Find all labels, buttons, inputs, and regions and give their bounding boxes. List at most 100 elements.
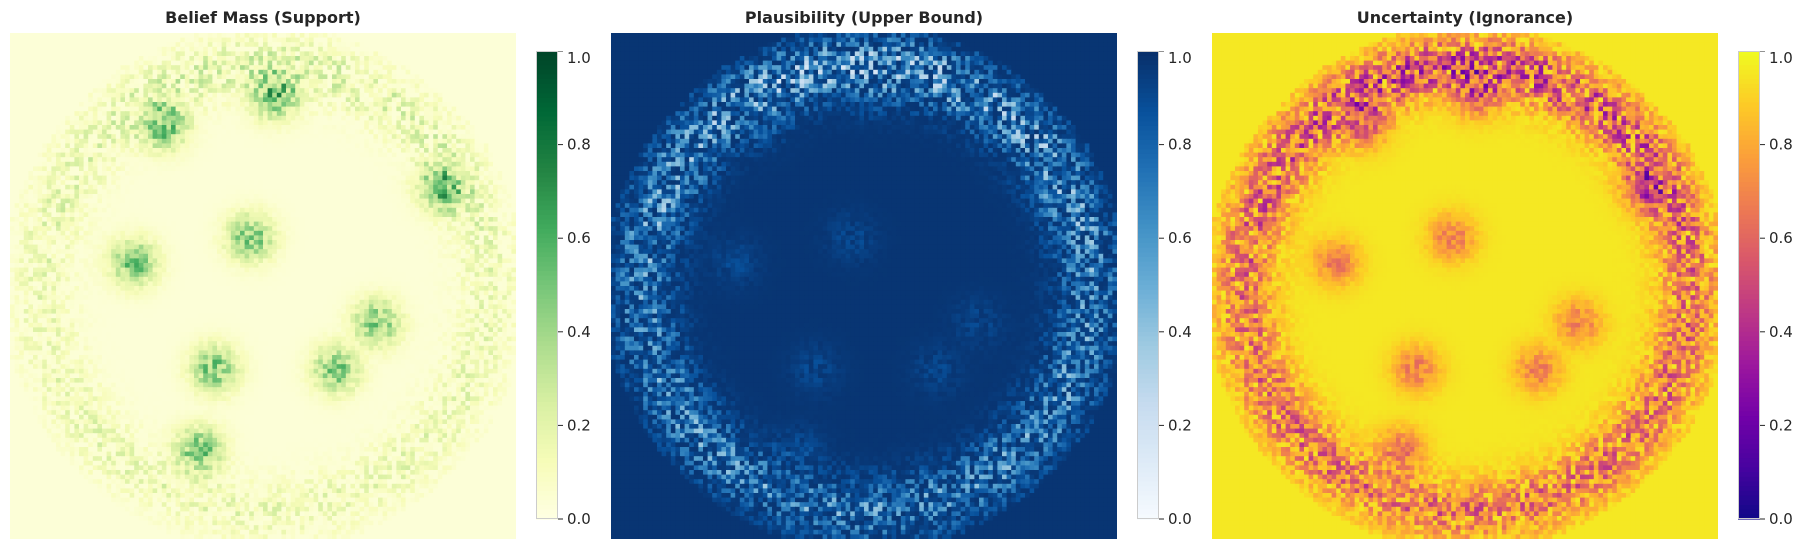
heatmap-cell [120, 33, 126, 39]
heatmap-cell [474, 230, 480, 236]
heatmap-cell [221, 134, 227, 140]
heatmap-cell [244, 129, 250, 135]
heatmap-cell [207, 120, 213, 126]
heatmap-cell [382, 138, 388, 144]
heatmap-cell [451, 79, 457, 85]
heatmap-cell [502, 217, 508, 223]
heatmap-cell [433, 217, 439, 223]
heatmap-cell [336, 230, 342, 236]
heatmap-cell [189, 37, 195, 43]
heatmap-cell [88, 230, 94, 236]
heatmap-cell [230, 143, 236, 149]
heatmap-cell [203, 207, 209, 213]
heatmap-cell [493, 83, 499, 89]
heatmap-cell [111, 138, 117, 144]
heatmap-cell [33, 65, 39, 71]
heatmap-cell [474, 79, 480, 85]
heatmap-cell [332, 111, 338, 117]
heatmap-cell [414, 46, 420, 52]
heatmap-cell [240, 161, 246, 167]
heatmap-cell [447, 88, 453, 94]
heatmap-cell [212, 129, 218, 135]
heatmap-cell [157, 74, 163, 80]
heatmap-cell [244, 184, 250, 190]
heatmap-cell [189, 69, 195, 75]
heatmap-cell [111, 92, 117, 98]
heatmap-cell [51, 97, 57, 103]
heatmap-cell [129, 230, 135, 236]
heatmap-cell [267, 148, 273, 154]
heatmap-cell [442, 88, 448, 94]
heatmap-cell [488, 157, 494, 163]
heatmap-cell [355, 106, 361, 112]
heatmap-cell [171, 230, 177, 236]
heatmap-cell [180, 51, 186, 57]
heatmap-cell [152, 60, 158, 66]
heatmap-cell [295, 102, 301, 108]
heatmap-cell [474, 120, 480, 126]
heatmap-cell [207, 235, 213, 241]
heatmap-cell [290, 88, 296, 94]
heatmap-cell [373, 161, 379, 167]
heatmap-cell [497, 106, 503, 112]
heatmap-cell [290, 152, 296, 158]
heatmap-cell [230, 69, 236, 75]
heatmap-cell [396, 166, 402, 172]
heatmap-cell [341, 221, 347, 227]
heatmap-cell [226, 56, 232, 62]
heatmap-cell [428, 198, 434, 204]
heatmap-cell [460, 152, 466, 158]
heatmap-cell [313, 217, 319, 223]
heatmap-cell [345, 143, 351, 149]
heatmap-cell [148, 148, 154, 154]
heatmap-cell [106, 194, 112, 200]
heatmap-cell [120, 92, 126, 98]
heatmap-cell [345, 189, 351, 195]
heatmap-cell [511, 207, 516, 213]
heatmap-cell [479, 69, 485, 75]
heatmap-cell [299, 111, 305, 117]
heatmap-cell [102, 143, 108, 149]
heatmap-cell [304, 120, 310, 126]
heatmap-cell [253, 212, 259, 218]
heatmap-cell [355, 42, 361, 48]
heatmap-cell [152, 97, 158, 103]
heatmap-cell [33, 125, 39, 131]
heatmap-cell [134, 184, 140, 190]
heatmap-cell [207, 115, 213, 121]
heatmap-cell [488, 226, 494, 232]
heatmap-cell [281, 42, 287, 48]
heatmap-cell [152, 161, 158, 167]
heatmap-cell [207, 79, 213, 85]
heatmap-cell [474, 83, 480, 89]
heatmap-cell [51, 83, 57, 89]
heatmap-cell [88, 125, 94, 131]
heatmap-cell [309, 46, 315, 52]
heatmap-cell [166, 221, 172, 227]
heatmap-cell [424, 125, 430, 131]
heatmap-cell [106, 230, 112, 236]
heatmap-cell [138, 56, 144, 62]
heatmap-cell [148, 56, 154, 62]
heatmap-cell [401, 217, 407, 223]
heatmap-cell [46, 240, 52, 246]
heatmap-cell [424, 152, 430, 158]
heatmap-cell [157, 148, 163, 154]
heatmap-cell [69, 240, 75, 246]
heatmap-cell [382, 111, 388, 117]
heatmap-cell [396, 152, 402, 158]
heatmap-cell [290, 37, 296, 43]
heatmap-cell [28, 180, 34, 186]
heatmap-cell [217, 79, 223, 85]
heatmap-cell [447, 83, 453, 89]
heatmap-cell [281, 120, 287, 126]
heatmap-cell [138, 221, 144, 227]
heatmap-cell [46, 83, 52, 89]
heatmap-cell [148, 240, 154, 246]
heatmap-cell [313, 161, 319, 167]
heatmap-cell [479, 92, 485, 98]
heatmap-cell [180, 230, 186, 236]
heatmap-cell [161, 235, 167, 241]
heatmap-cell [19, 221, 25, 227]
heatmap-cell [451, 157, 457, 163]
